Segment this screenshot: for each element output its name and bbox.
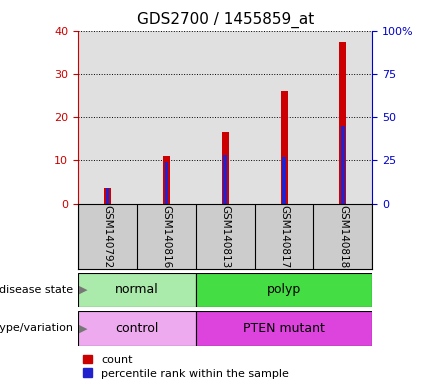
Text: PTEN mutant: PTEN mutant [243,322,325,335]
FancyBboxPatch shape [78,311,196,346]
Bar [341,126,345,204]
Bar [282,157,286,204]
Text: control: control [115,322,158,335]
Bar [165,162,168,204]
Bar [106,188,109,204]
Legend: count, percentile rank within the sample: count, percentile rank within the sample [84,355,289,379]
Bar [339,41,346,204]
Text: GSM140818: GSM140818 [338,205,348,268]
Text: genotype/variation: genotype/variation [0,323,74,333]
Bar [223,155,227,204]
Text: GSM140792: GSM140792 [102,205,113,268]
Text: normal: normal [115,283,159,296]
Text: GSM140813: GSM140813 [220,205,230,268]
Text: polyp: polyp [267,283,301,296]
Text: ▶: ▶ [79,323,87,333]
FancyBboxPatch shape [196,311,372,346]
FancyBboxPatch shape [78,273,196,307]
Title: GDS2700 / 1455859_at: GDS2700 / 1455859_at [136,12,314,28]
Bar [104,189,111,204]
Text: GSM140816: GSM140816 [161,205,171,268]
Text: disease state: disease state [0,285,74,295]
Bar [281,91,288,204]
FancyBboxPatch shape [196,273,372,307]
Text: GSM140817: GSM140817 [279,205,289,268]
Bar [222,132,229,204]
Text: ▶: ▶ [79,285,87,295]
Bar [163,156,170,204]
